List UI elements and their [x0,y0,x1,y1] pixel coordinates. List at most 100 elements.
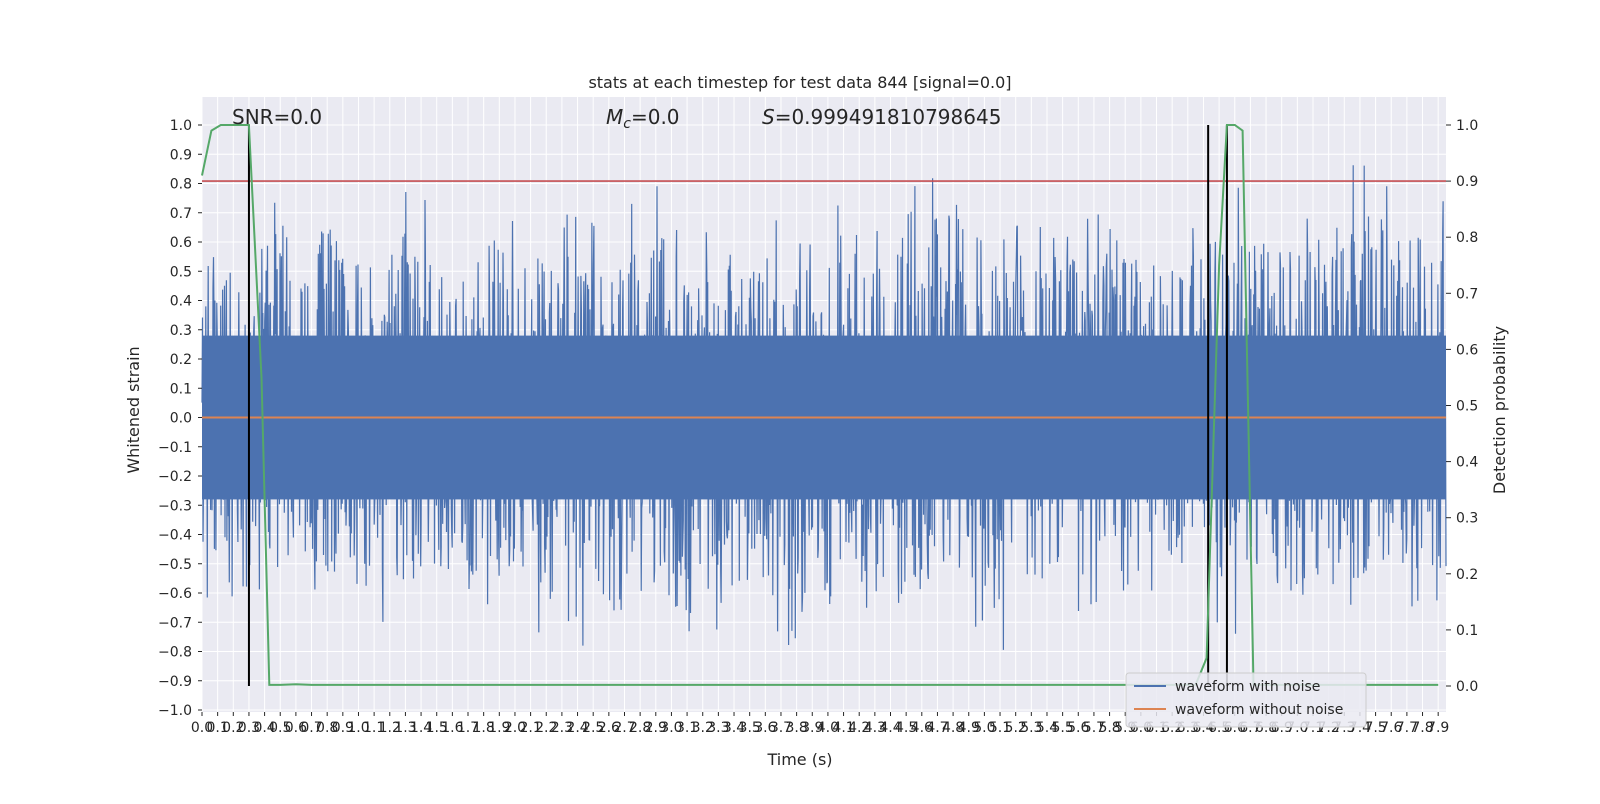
y-tick-label: −1.0 [158,703,192,719]
x-tick-label: 1.7 [457,720,479,736]
y2-tick-label: 0.3 [1456,511,1478,527]
chirp-mass-symbol: M [606,105,623,129]
x-tick-label: 1.9 [488,720,510,736]
x-tick-label: 1.0 [347,720,369,736]
y-tick-label: 0.1 [170,381,192,397]
x-tick-label: 4.0 [817,720,839,736]
x-tick-label: 0.0 [191,720,213,736]
x-tick-label: 2.8 [629,720,651,736]
x-tick-label: 5.5 [1051,720,1073,736]
x-tick-label: 5.2 [1005,720,1027,736]
x-tick-label: 1.5 [426,720,448,736]
y2-tick-label: 0.4 [1456,455,1478,471]
x-tick-label: 0.1 [207,720,229,736]
x-tick-label: 2.7 [613,720,635,736]
y-tick-label: 0.7 [170,206,192,222]
x-tick-label: 4.6 [911,720,933,736]
x-tick-label: 4.2 [848,720,870,736]
x-tick-label: 0.8 [316,720,338,736]
x-tick-label: 0.2 [222,720,244,736]
y2-tick-label: 0.8 [1456,230,1478,246]
detection-probability-line [201,124,1439,686]
x-tick-label: 0.5 [269,720,291,736]
y-tick-label: 0.0 [170,411,192,427]
y-tick-label: −0.5 [158,557,192,573]
x-tick-label: 2.9 [645,720,667,736]
x-tick-label: 0.6 [285,720,307,736]
x-tick-label: 0.9 [332,720,354,736]
y-tick-label: 0.6 [170,235,192,251]
chart-title: stats at each timestep for test data 844… [588,73,1011,92]
x-tick-label: 5.3 [1020,720,1042,736]
x-tick-label: 1.6 [441,720,463,736]
x-tick-label: 1.2 [379,720,401,736]
series-lines [201,124,1446,686]
y-tick-label: −0.9 [158,674,192,690]
y-tick-label: 0.5 [170,264,192,280]
legend-box [1125,672,1367,728]
y2-tick-label: 0.1 [1456,623,1478,639]
y2-tick-label: 1.0 [1456,118,1478,134]
x-tick-label: 5.6 [1067,720,1089,736]
y-tick-label: −0.4 [158,528,192,544]
chirp-mass-value: =0.0 [631,105,680,129]
x-tick-label: 3.9 [801,720,823,736]
y2-axis-title: Detection probability [1490,326,1509,494]
x-tick-label: 1.3 [394,720,416,736]
x-tick-label: 0.3 [238,720,260,736]
y-tick-label: −0.7 [158,615,192,631]
x-tick-label: 3.1 [676,720,698,736]
x-tick-label: 3.3 [707,720,729,736]
s-value: =0.999491810798645 [775,105,1002,129]
y2-tick-label: 0.6 [1456,342,1478,358]
y2-tick-label: 0.7 [1456,286,1478,302]
y2-tick-label: 0.0 [1456,679,1478,695]
x-tick-label: 2.4 [566,720,588,736]
y-axis-ticks: −1.0 −0.9 −0.8 −0.7 −0.6 −0.5 −0.4 −0.3 −0.2 −0.1… [158,118,202,719]
y-tick-label: 1.0 [170,118,192,134]
x-tick-label: 1.1 [363,720,385,736]
x-tick-label: 7.9 [1427,720,1449,736]
x-tick-label: 2.0 [504,720,526,736]
x-tick-label: 2.3 [551,720,573,736]
x-tick-label: 5.0 [973,720,995,736]
x-tick-label: 3.2 [692,720,714,736]
x-tick-label: 7.7 [1396,720,1418,736]
x-tick-label: 4.8 [942,720,964,736]
x-tick-label: 1.8 [473,720,495,736]
y-tick-label: 0.9 [170,147,192,163]
x-tick-label: 5.7 [1083,720,1105,736]
x-tick-label: 2.5 [582,720,604,736]
y-tick-label: −0.1 [158,440,192,456]
x-tick-label: 4.3 [864,720,886,736]
y2-tick-label: 0.2 [1456,567,1478,583]
y-tick-label: 0.4 [170,294,192,310]
x-tick-label: 1.4 [410,720,432,736]
legend: waveform with noise waveform without noi… [1125,672,1367,728]
y-tick-label: −0.2 [158,469,192,485]
x-tick-label: 0.7 [300,720,322,736]
x-tick-label: 3.4 [723,720,745,736]
x-tick-label: 2.1 [519,720,541,736]
x-tick-label: 3.8 [785,720,807,736]
y-tick-label: 0.8 [170,177,192,193]
x-tick-label: 0.4 [253,720,275,736]
x-tick-label: 5.4 [1036,720,1058,736]
y-axis-title: Whitened strain [124,346,143,473]
chirp-mass-subscript: c [623,116,631,132]
x-tick-label: 5.8 [1098,720,1120,736]
legend-label-noise: waveform with noise [1175,679,1320,695]
y2-tick-label: 0.9 [1456,174,1478,190]
legend-label-clean: waveform without noise [1175,702,1343,718]
y2-axis-ticks: 0.0 0.1 0.2 0.3 0.4 0.5 0.6 0.7 0.8 0.9 1.0 [1446,118,1478,695]
s-symbol: S [762,105,775,129]
x-tick-label: 2.6 [598,720,620,736]
y-tick-label: −0.3 [158,498,192,514]
x-tick-label: 3.5 [739,720,761,736]
chirp-mass-annotation: Mc=0.0 [606,105,680,132]
x-tick-label: 7.8 [1411,720,1433,736]
x-tick-label: 5.1 [989,720,1011,736]
y-tick-label: −0.6 [158,586,192,602]
